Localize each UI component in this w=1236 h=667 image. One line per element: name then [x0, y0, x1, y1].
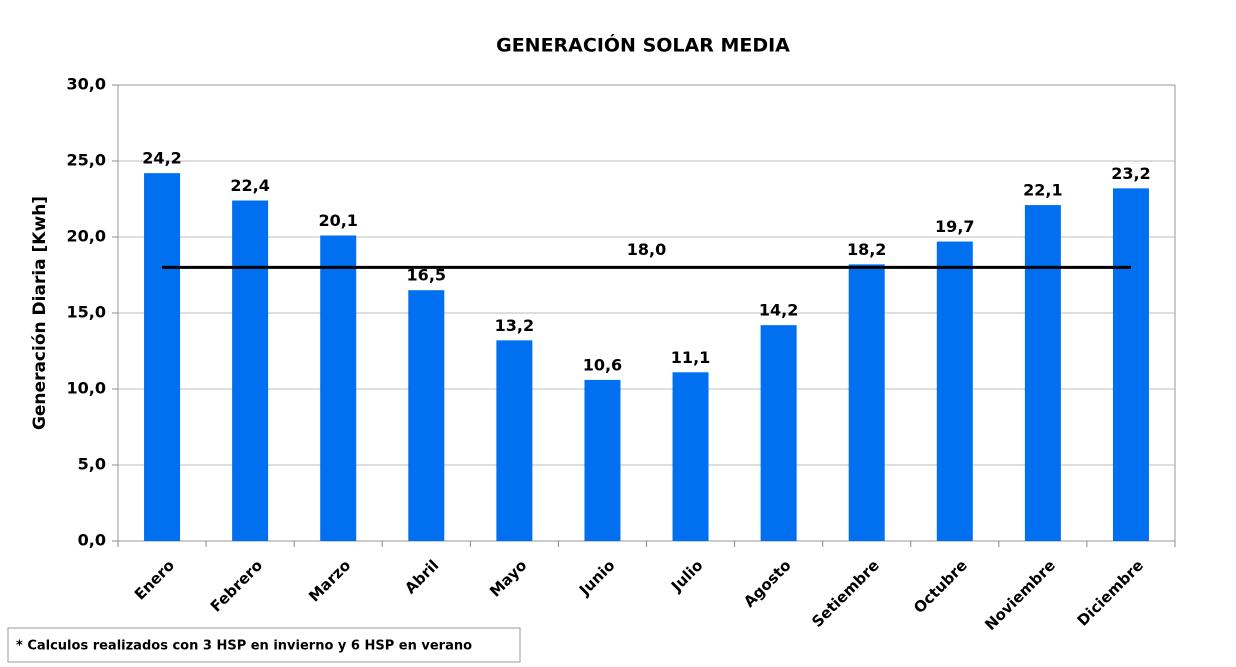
bar [936, 241, 973, 541]
y-tick-label: 0,0 [78, 531, 106, 550]
y-tick-label: 10,0 [67, 379, 106, 398]
y-tick-label: 30,0 [67, 75, 106, 94]
data-label: 24,2 [142, 149, 181, 168]
bar [496, 340, 533, 541]
x-tick-label: Enero [131, 556, 178, 603]
data-label: 23,2 [1111, 164, 1150, 183]
y-tick-label: 15,0 [67, 303, 106, 322]
x-tick-label: Marzo [305, 556, 354, 605]
note: * Calculos realizados con 3 HSP en invie… [16, 639, 472, 654]
bar [760, 325, 797, 541]
data-label: 20,1 [318, 211, 357, 230]
data-label: 18,2 [847, 240, 886, 259]
bar [320, 235, 357, 542]
y-tick-label: 20,0 [67, 227, 106, 246]
bar [1112, 188, 1149, 542]
x-tick-label: Agosto [740, 556, 794, 610]
x-tick-label: Abril [401, 556, 442, 597]
data-label: 10,6 [583, 355, 622, 374]
bar [144, 173, 181, 541]
x-tick-label: Julio [667, 556, 706, 595]
x-tick-label: Octubre [910, 556, 971, 617]
data-label: 14,2 [759, 301, 798, 320]
x-tick-label: Setiembre [808, 556, 883, 631]
x-tick-label: Diciembre [1074, 556, 1147, 629]
x-tick-label: Febrero [207, 556, 266, 615]
bar [672, 372, 709, 541]
data-label: 22,4 [230, 176, 269, 195]
bar [408, 290, 445, 541]
y-tick-label: 5,0 [78, 455, 106, 474]
x-tick-label: Junio [575, 556, 618, 599]
data-label: 16,5 [407, 266, 446, 285]
chart-title: GENERACIÓN SOLAR MEDIA [496, 33, 790, 57]
bar [1024, 205, 1061, 541]
bar [584, 379, 621, 541]
data-label: 22,1 [1023, 181, 1062, 200]
data-label: 13,2 [495, 316, 534, 335]
note-box [7, 627, 521, 663]
x-tick-label: Mayo [486, 556, 530, 600]
reference-label: 18,0 [627, 240, 666, 259]
x-tick-label: Noviembre [981, 556, 1059, 634]
y-tick-label: 25,0 [67, 151, 106, 170]
bar [848, 264, 885, 541]
bar [232, 200, 269, 541]
data-label: 19,7 [935, 217, 974, 236]
y-axis-label: Generación Diaria [Kwh] [30, 196, 50, 430]
data-label: 11,1 [671, 348, 710, 367]
